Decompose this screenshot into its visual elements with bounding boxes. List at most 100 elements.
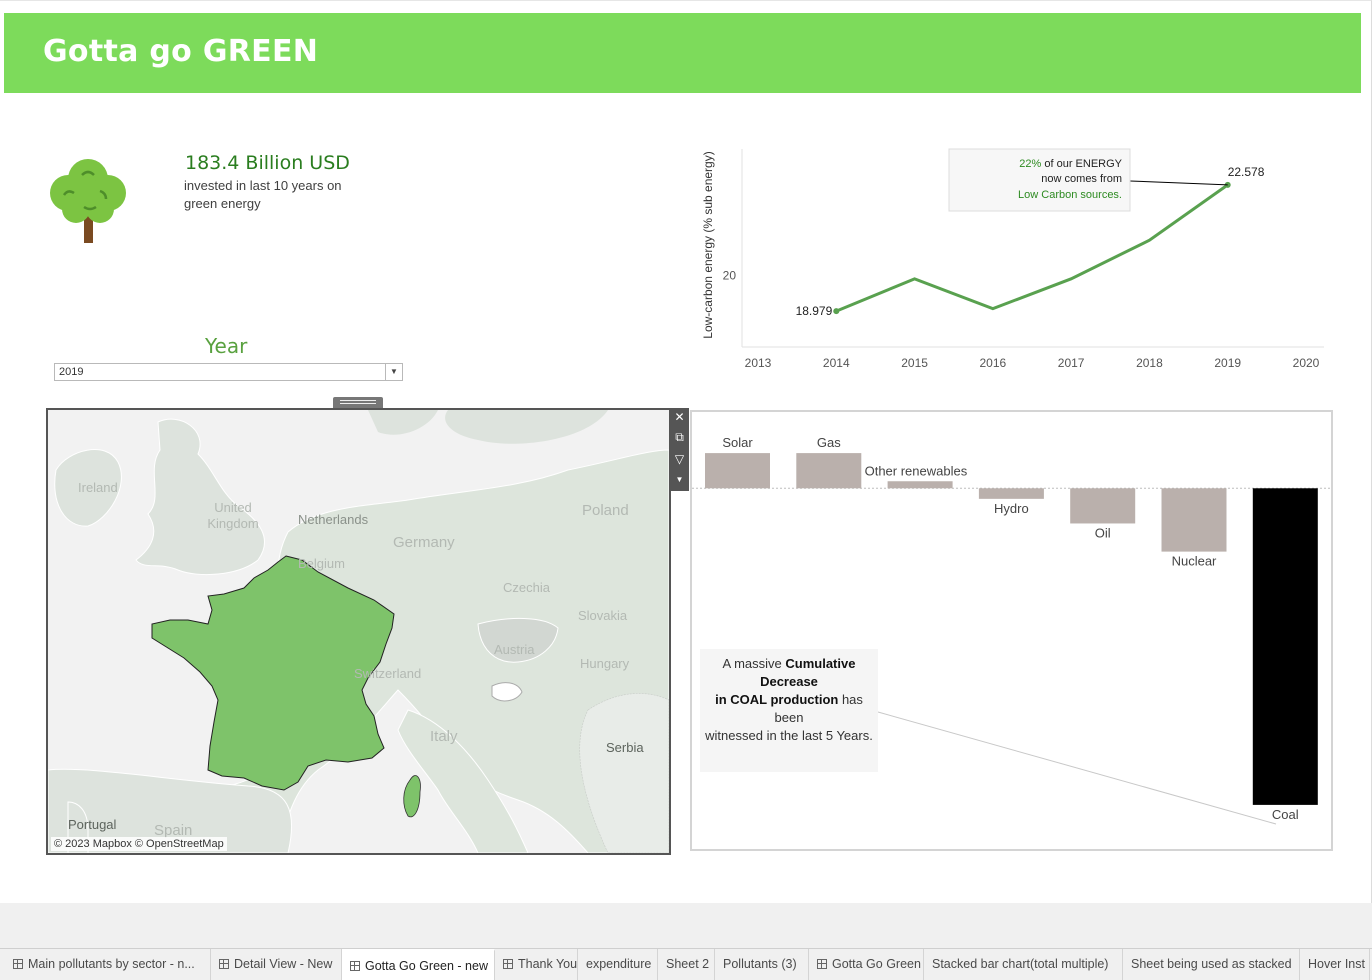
sheet-tab-label: Gotta Go Green - new [365,959,488,973]
energy-waterfall-chart: Solar Gas Other renewables Hydro Oil Nuclear C… [690,410,1333,851]
map-label-belgium: Belgium [298,556,345,571]
sheet-tab-label: Detail View - New [234,957,333,971]
chevron-down-icon[interactable]: ▼ [385,364,402,380]
low-carbon-line-chart: Low-carbon energy (% sub energy) 20 2013… [701,148,1324,370]
y-axis-label: Low-carbon energy (% sub energy) [701,151,715,338]
year-filter-title: Year [205,334,248,358]
waterfall-category-label: Nuclear [1172,554,1217,569]
waterfall-category-label: Gas [817,435,841,450]
sheet-tab[interactable]: Hover Inst [1300,949,1370,980]
waterfall-bar-other-renewables[interactable] [887,481,953,489]
sheet-tab-label: Stacked bar chart(total multiple) [932,957,1109,971]
x-tick-label: 2013 [745,356,772,370]
map-label-italy: Italy [430,728,458,745]
x-tick-label: 2015 [901,356,928,370]
sheet-tab[interactable]: Stacked bar chart(total multiple) [924,949,1123,980]
map-toolbar: ✕ ⧉ ▽ ▼ [670,408,689,491]
last-point-label: 22.578 [1228,165,1265,179]
waterfall-bar-hydro[interactable] [978,488,1044,499]
map-base [48,410,669,853]
map-label-spain: Spain [154,822,193,839]
sheet-tab[interactable]: Sheet 2 [658,949,715,980]
sheet-tab[interactable]: expenditure [578,949,658,980]
menu-caret-icon[interactable]: ▼ [675,475,684,484]
close-icon[interactable]: ✕ [674,410,685,424]
waterfall-category-label: Oil [1095,525,1111,540]
sheet-tab[interactable]: Sheet being used as stacked [1123,949,1300,980]
dashboard-grid-icon [13,959,23,969]
line-annotation-box [948,148,1131,212]
first-point-label: 18.979 [796,304,833,318]
map-label-hungary: Hungary [580,656,630,671]
popout-icon[interactable]: ⧉ [675,430,684,444]
sheet-tab[interactable]: Gotta Go Green - new [342,949,495,980]
year-dropdown[interactable]: 2019 ▼ [54,363,403,381]
waterfall-bar-solar[interactable] [705,453,770,489]
waterfall-category-label: Other renewables [865,463,968,478]
map-label-poland: Poland [582,502,629,519]
x-tick-label: 2020 [1293,356,1320,370]
sheet-tab[interactable]: Gotta Go Green [809,949,924,980]
map-attribution[interactable]: © 2023 Mapbox © OpenStreetMap [51,837,227,851]
sheet-tab[interactable]: Pollutants (3) [715,949,809,980]
map-label-switzerland: Switzerland [354,666,422,681]
coal-annotation: A massive Cumulative Decrease in COAL pr… [700,649,878,772]
dashboard-grid-icon [350,961,360,971]
waterfall-category-label: Hydro [994,501,1029,516]
sheet-tab-label: Gotta Go Green [832,957,921,971]
x-tick-label: 2018 [1136,356,1163,370]
coal-annotation-leader [877,711,1277,825]
annotation-line-2: now comes from [1041,173,1122,185]
dashboard-grid-icon [503,959,513,969]
map-label-ireland: Ireland [78,480,118,495]
waterfall-category-label: Coal [1272,807,1299,822]
tree-icon [50,159,126,243]
dashboard-title: Gotta go GREEN [43,34,319,69]
sheet-tab[interactable]: Detail View - New [211,949,342,980]
annotation-leader-line [1129,180,1228,186]
waterfall-bar-gas[interactable] [796,453,862,489]
x-tick-label: 2019 [1214,356,1241,370]
dashboard-grid-icon [817,959,827,969]
x-tick-label: 2017 [1058,356,1085,370]
line-data-point[interactable] [833,308,840,315]
map-label-serbia: Serbia [606,740,644,755]
investment-kpi-value: 183.4 Billion USD [185,152,350,174]
waterfall-plot: Solar Gas Other renewables Hydro Oil Nuclear C… [692,435,1331,825]
waterfall-bar-nuclear[interactable] [1161,488,1227,552]
sheet-tab-label: Sheet being used as stacked [1131,957,1292,971]
sheet-tab-label: Main pollutants by sector - n... [28,957,195,971]
low-carbon-series-line [835,183,1229,313]
france-country-shape[interactable] [151,555,395,791]
annotation-line-3: Low Carbon sources. [1018,189,1122,201]
annotation-line-1: 22% of our ENERGY [1019,158,1122,170]
map-label-slovakia: Slovakia [578,608,628,623]
x-tick-label: 2016 [980,356,1007,370]
year-dropdown-value: 2019 [59,366,84,378]
annotation-highlight: 22% [1019,158,1041,170]
waterfall-bar-coal[interactable] [1252,488,1318,805]
sheet-tab[interactable]: Main pollutants by sector - n... [5,949,211,980]
map-label-united-kingdom: United Kingdom [207,500,259,531]
filter-icon[interactable]: ▽ [674,452,685,466]
investment-kpi-description: invested in last 10 years on green energ… [184,178,342,211]
dashboard-canvas: Gotta go GREEN 183.4 Billion USD investe… [0,0,1372,903]
map-label-czechia: Czechia [503,580,550,595]
map-label-portugal: Portugal [68,817,117,832]
map-label-austria: Austria [494,642,535,657]
waterfall-category-label: Solar [722,435,753,450]
sheet-tab-label: Pollutants (3) [723,957,797,971]
sheet-tab-label: Hover Inst [1308,957,1365,971]
x-tick-label: 2014 [823,356,850,370]
waterfall-bar-oil[interactable] [1070,488,1136,524]
sheet-tab-label: Sheet 2 [666,957,710,971]
europe-map[interactable]: Ireland United Kingdom Netherlands Germa… [46,408,671,855]
map-label-germany: Germany [393,534,455,551]
line-data-point[interactable] [1224,181,1231,188]
drag-handle[interactable] [333,397,383,408]
sheet-tab[interactable]: Thank You [495,949,578,980]
dashboard-grid-icon [219,959,229,969]
map-label-netherlands: Netherlands [298,512,369,527]
title-banner: Gotta go GREEN [4,13,1361,93]
sheet-tab-label: Thank You [518,957,578,971]
